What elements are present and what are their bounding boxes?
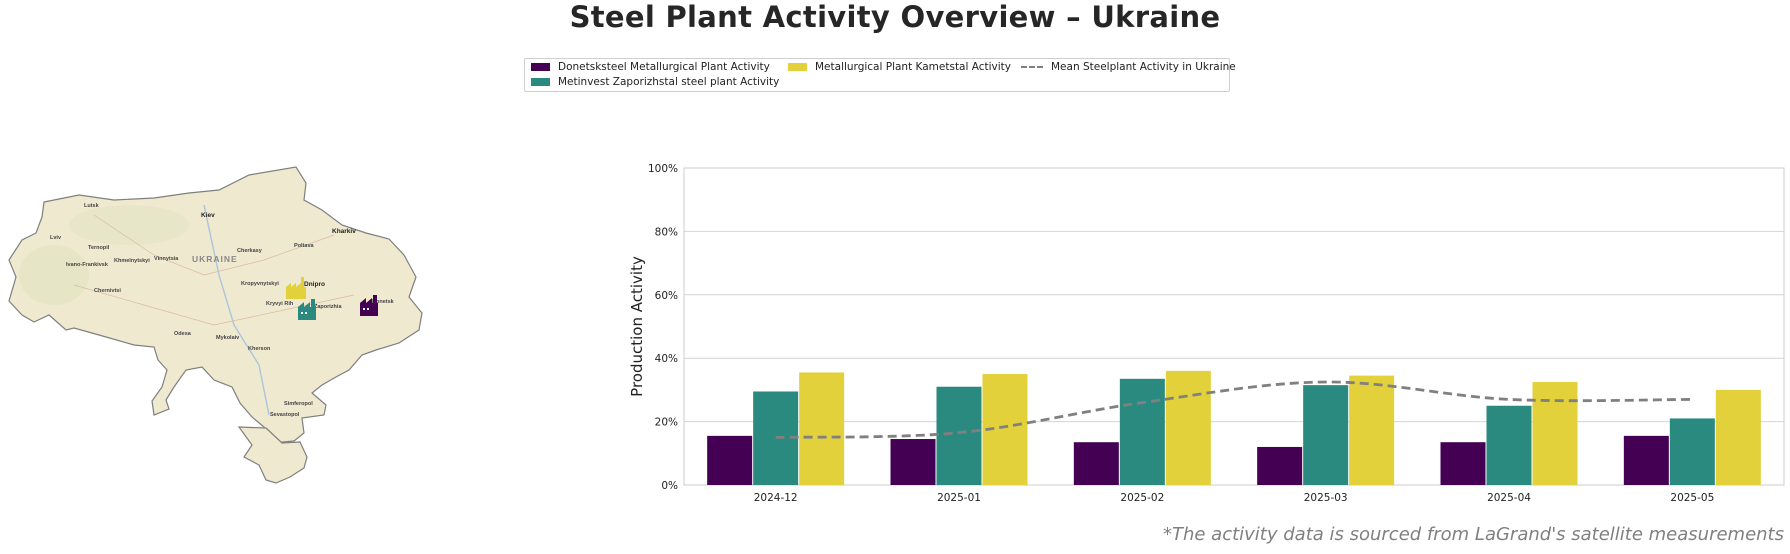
legend-label-donetsk: Donetsksteel Metallurgical Plant Activit…: [558, 61, 770, 73]
city-label: Dnipro: [304, 281, 325, 288]
activity-bar-chart: 0% 20% 40% 60% 80% 100% Production Activity 202…: [628, 163, 1785, 504]
x-tick-label: 2025-02: [1120, 492, 1164, 504]
legend-item-zaporizhstal: Metinvest Zaporizhstal steel plant Activ…: [531, 76, 779, 88]
x-tick-label: 2025-03: [1304, 492, 1348, 504]
legend-label-mean: Mean Steelplant Activity in Ukraine: [1051, 61, 1236, 73]
bar: [1073, 442, 1119, 485]
bar: [1257, 446, 1303, 485]
city-label: Kryvyi Rih: [266, 301, 294, 307]
bar: [1303, 385, 1349, 485]
city-label: Lviv: [50, 235, 62, 241]
plot-frame: [683, 167, 1785, 486]
city-label: Kropyvnytskyi: [241, 281, 279, 287]
page-title: Steel Plant Activity Overview – Ukraine: [569, 0, 1221, 34]
city-label: Chernivtsi: [94, 288, 121, 294]
river: [203, 204, 270, 416]
city-label: Khmelnytskyi: [114, 258, 150, 264]
bar: [1715, 389, 1761, 485]
bar: [1669, 418, 1715, 485]
bar: [1532, 381, 1578, 485]
bar: [1440, 442, 1486, 485]
city-label: Donetsk: [372, 299, 395, 305]
ukraine-outline: [8, 166, 423, 444]
city-label: Kherson: [248, 346, 271, 352]
city-label: Zaporizhia: [314, 304, 342, 310]
factory-icon-kametstal: [286, 277, 306, 299]
city-label: Mykolaiv: [216, 335, 240, 341]
ukraine-map: Lutsk Kiev Kharkiv Lviv Ternopil Khmelny…: [8, 166, 423, 484]
bar: [1349, 375, 1395, 485]
forest-shade: [69, 205, 189, 245]
y-tick-label: 60%: [655, 290, 678, 302]
city-label: Lutsk: [84, 203, 100, 209]
legend-dash-mean: [1021, 66, 1043, 68]
legend-swatch-kametstal: [788, 63, 807, 71]
city-label: Simferopol: [284, 401, 313, 407]
legend-swatch-zaporizhstal: [531, 78, 550, 86]
city-label: Kharkiv: [332, 228, 356, 235]
crimea-outline: [237, 426, 308, 484]
bar: [936, 386, 982, 485]
x-tick-label: 2025-01: [937, 492, 981, 504]
city-label: Vinnytsia: [154, 256, 179, 262]
mean-activity-line: [775, 380, 1693, 439]
city-label: Odesa: [174, 331, 192, 337]
factory-icon-zaporizhstal: [298, 299, 316, 320]
city-label: Sevastopol: [270, 412, 300, 418]
city-label: Ternopil: [88, 245, 110, 251]
x-tick-label: 2024-12: [754, 492, 798, 504]
bar: [707, 435, 753, 485]
city-label: Ivano-Frankivsk: [66, 262, 109, 268]
legend-swatch-donetsk: [531, 63, 550, 71]
source-footnote: *The activity data is sourced from LaGra…: [1162, 524, 1784, 545]
y-tick-label: 100%: [648, 163, 678, 175]
bar: [1165, 370, 1211, 485]
forest-shade: [19, 245, 89, 305]
legend-label-zaporizhstal: Metinvest Zaporizhstal steel plant Activ…: [558, 76, 780, 88]
legend-item-donetsk: Donetsksteel Metallurgical Plant Activit…: [531, 61, 770, 73]
y-tick-label: 80%: [655, 226, 678, 238]
bar: [1119, 378, 1165, 485]
bar: [890, 439, 936, 485]
bar: [799, 372, 845, 485]
city-label: Kiev: [201, 212, 215, 219]
city-label: Cherkasy: [237, 248, 263, 254]
x-tick-label: 2025-04: [1487, 492, 1531, 504]
legend-item-kametstal: Metallurgical Plant Kametstal Activity: [788, 61, 1011, 73]
bar: [1486, 405, 1532, 485]
bar: [1623, 435, 1669, 485]
factory-icon-donetsksteel: [360, 295, 378, 316]
x-tick-label: 2025-05: [1670, 492, 1714, 504]
y-axis-label: Production Activity: [628, 256, 646, 397]
y-tick-label: 40%: [655, 353, 678, 365]
country-label: UKRAINE: [192, 254, 238, 264]
legend-label-kametstal: Metallurgical Plant Kametstal Activity: [815, 61, 1012, 73]
y-tick-label: 20%: [655, 417, 678, 429]
city-label: Poltava: [294, 243, 315, 249]
chart-legend: Donetsksteel Metallurgical Plant Activit…: [524, 58, 1236, 92]
legend-item-mean: Mean Steelplant Activity in Ukraine: [1021, 61, 1236, 73]
y-tick-label: 0%: [661, 480, 678, 492]
